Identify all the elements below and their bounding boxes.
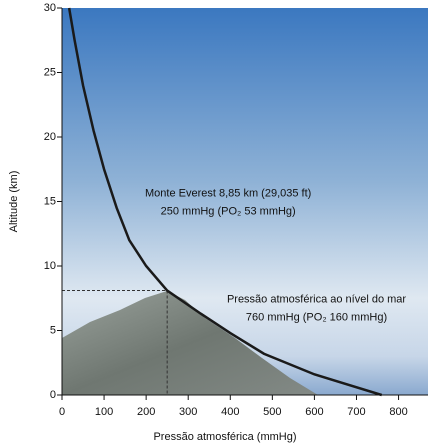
y-tick-label: 10 (44, 260, 56, 272)
y-tick-label: 5 (50, 324, 56, 336)
y-axis-label: Altitude (km) (8, 171, 20, 233)
annotation: 760 mmHg (PO₂ 160 mmHg) (246, 311, 387, 323)
x-tick-label: 300 (179, 406, 197, 418)
y-tick-label: 30 (44, 2, 56, 14)
x-tick-label: 600 (305, 406, 323, 418)
y-tick-label: 15 (44, 195, 56, 207)
y-tick-label: 0 (50, 389, 56, 401)
y-tick-label: 25 (44, 66, 56, 78)
x-axis-label: Pressão atmosférica (mmHg) (153, 431, 296, 443)
y-tick-label: 20 (44, 131, 56, 143)
annotation: 250 mmHg (PO₂ 53 mmHg) (161, 206, 296, 218)
x-tick-label: 400 (221, 406, 239, 418)
x-tick-label: 0 (59, 406, 65, 418)
x-tick-label: 100 (95, 406, 113, 418)
x-tick-label: 800 (389, 406, 407, 418)
x-tick-label: 200 (137, 406, 155, 418)
annotation: Monte Everest 8,85 km (29,035 ft) (145, 188, 311, 200)
annotation: Pressão atmosférica ao nível do mar (227, 293, 406, 305)
x-tick-label: 700 (347, 406, 365, 418)
line-series (67, 7, 383, 397)
x-tick-label: 500 (263, 406, 281, 418)
mountain (62, 291, 318, 395)
